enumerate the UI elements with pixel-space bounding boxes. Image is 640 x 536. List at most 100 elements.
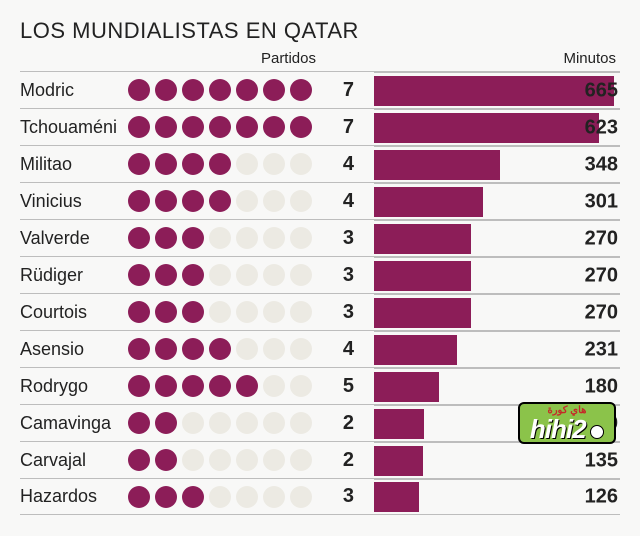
dot-filled bbox=[155, 79, 177, 101]
dot-filled bbox=[155, 264, 177, 286]
dot-empty bbox=[263, 264, 285, 286]
matches-dots bbox=[128, 79, 324, 101]
dot-filled bbox=[209, 116, 231, 138]
dot-filled bbox=[209, 338, 231, 360]
minutes-bar-cell: 231 bbox=[374, 331, 620, 367]
dot-filled bbox=[128, 264, 150, 286]
player-name: Militao bbox=[20, 154, 128, 175]
dot-empty bbox=[290, 338, 312, 360]
column-headers: Partidos Minutos bbox=[20, 50, 620, 67]
dot-filled bbox=[155, 449, 177, 471]
dot-empty bbox=[209, 412, 231, 434]
matches-dots bbox=[128, 264, 324, 286]
table-row: Rüdiger3270 bbox=[20, 256, 620, 293]
player-name: Courtois bbox=[20, 302, 128, 323]
table-row: Vinicius4301 bbox=[20, 182, 620, 219]
dot-filled bbox=[236, 79, 258, 101]
dot-empty bbox=[290, 486, 312, 508]
minutes-value: 180 bbox=[585, 375, 618, 398]
table-row: Carvajal2135 bbox=[20, 441, 620, 478]
minutes-value: 348 bbox=[585, 153, 618, 176]
dot-filled bbox=[209, 375, 231, 397]
matches-dots bbox=[128, 486, 324, 508]
minutes-value: 301 bbox=[585, 190, 618, 213]
dot-empty bbox=[236, 153, 258, 175]
matches-value: 7 bbox=[324, 116, 360, 139]
dot-filled bbox=[290, 116, 312, 138]
minutes-bar bbox=[374, 224, 471, 254]
dot-empty bbox=[182, 449, 204, 471]
minutes-bar-cell: 348 bbox=[374, 146, 620, 182]
dot-empty bbox=[263, 227, 285, 249]
dot-filled bbox=[128, 116, 150, 138]
dot-empty bbox=[236, 412, 258, 434]
dot-empty bbox=[263, 412, 285, 434]
football-icon bbox=[590, 425, 604, 439]
dot-filled bbox=[182, 301, 204, 323]
matches-dots bbox=[128, 227, 324, 249]
dot-filled bbox=[263, 116, 285, 138]
minutes-bar-cell: 270 bbox=[374, 294, 620, 330]
dot-empty bbox=[209, 486, 231, 508]
minutes-bar-cell: 665 bbox=[374, 72, 620, 108]
dot-filled bbox=[128, 449, 150, 471]
minutes-bar bbox=[374, 76, 614, 106]
table-row: Asensio4231 bbox=[20, 330, 620, 367]
dot-filled bbox=[263, 79, 285, 101]
dot-filled bbox=[182, 375, 204, 397]
matches-value: 2 bbox=[324, 449, 360, 472]
dot-filled bbox=[155, 486, 177, 508]
dot-empty bbox=[236, 301, 258, 323]
dot-empty bbox=[263, 486, 285, 508]
dot-filled bbox=[128, 190, 150, 212]
dot-empty bbox=[209, 301, 231, 323]
dot-empty bbox=[263, 153, 285, 175]
dot-filled bbox=[155, 227, 177, 249]
dot-filled bbox=[155, 338, 177, 360]
watermark-suffix: 2 bbox=[572, 414, 585, 444]
dot-empty bbox=[263, 301, 285, 323]
dot-empty bbox=[236, 190, 258, 212]
dot-filled bbox=[155, 301, 177, 323]
minutes-bar bbox=[374, 335, 457, 365]
player-name: Camavinga bbox=[20, 413, 128, 434]
matches-dots bbox=[128, 375, 324, 397]
dot-empty bbox=[209, 449, 231, 471]
minutes-value: 270 bbox=[585, 227, 618, 250]
minutes-bar-cell: 180 bbox=[374, 368, 620, 404]
watermark-text: hihi bbox=[530, 414, 572, 444]
dot-filled bbox=[155, 190, 177, 212]
player-name: Hazardos bbox=[20, 486, 128, 507]
matches-value: 2 bbox=[324, 412, 360, 435]
minutes-bar bbox=[374, 150, 500, 180]
matches-value: 4 bbox=[324, 153, 360, 176]
dot-filled bbox=[182, 338, 204, 360]
matches-dots bbox=[128, 153, 324, 175]
dot-filled bbox=[155, 412, 177, 434]
player-rows: Modric7665Tchouaméni7623Militao4348Vinic… bbox=[20, 71, 620, 515]
player-name: Modric bbox=[20, 80, 128, 101]
minutes-value: 126 bbox=[585, 486, 618, 509]
dot-empty bbox=[236, 449, 258, 471]
minutes-bar-cell: 135 bbox=[374, 442, 620, 478]
dot-empty bbox=[236, 227, 258, 249]
player-name: Valverde bbox=[20, 228, 128, 249]
minutes-value: 231 bbox=[585, 338, 618, 361]
matches-value: 4 bbox=[324, 190, 360, 213]
dot-filled bbox=[128, 412, 150, 434]
table-row: Militao 4 348 bbox=[20, 145, 620, 182]
minutes-bar-cell: 126 bbox=[374, 479, 620, 514]
table-row: Valverde3270 bbox=[20, 219, 620, 256]
minutes-bar bbox=[374, 446, 423, 476]
dot-empty bbox=[182, 412, 204, 434]
dot-empty bbox=[290, 190, 312, 212]
dot-filled bbox=[182, 264, 204, 286]
minutes-bar-cell: 623 bbox=[374, 109, 620, 145]
dot-empty bbox=[236, 338, 258, 360]
dot-empty bbox=[290, 449, 312, 471]
minutes-bar bbox=[374, 298, 471, 328]
dot-filled bbox=[155, 116, 177, 138]
dot-filled bbox=[128, 153, 150, 175]
chart-title: LOS MUNDIALISTAS EN QATAR bbox=[20, 18, 620, 44]
player-name: Rodrygo bbox=[20, 376, 128, 397]
